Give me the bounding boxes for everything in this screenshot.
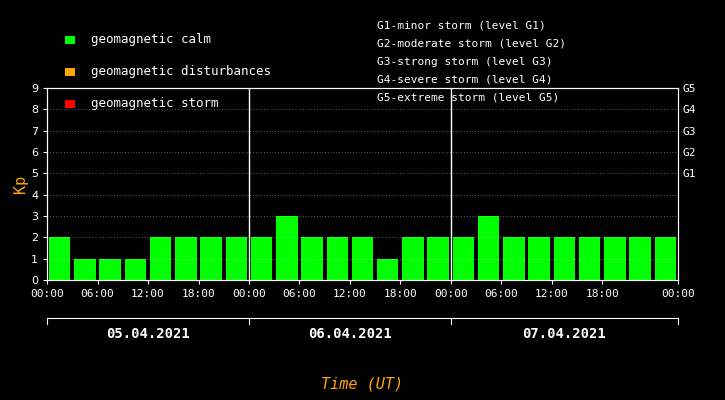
- Bar: [428, 237, 449, 280]
- Bar: [225, 237, 247, 280]
- Bar: [452, 237, 474, 280]
- Bar: [579, 237, 600, 280]
- Bar: [529, 237, 550, 280]
- Bar: [629, 237, 651, 280]
- Bar: [554, 237, 575, 280]
- Text: geomagnetic disturbances: geomagnetic disturbances: [91, 66, 270, 78]
- Bar: [377, 259, 399, 280]
- Bar: [200, 237, 222, 280]
- Text: G5-extreme storm (level G5): G5-extreme storm (level G5): [377, 93, 559, 103]
- Text: 05.04.2021: 05.04.2021: [106, 327, 190, 341]
- Y-axis label: Kp: Kp: [13, 175, 28, 193]
- Text: G3-strong storm (level G3): G3-strong storm (level G3): [377, 57, 552, 67]
- Bar: [251, 237, 273, 280]
- Bar: [49, 237, 70, 280]
- Text: G4-severe storm (level G4): G4-severe storm (level G4): [377, 75, 552, 85]
- Bar: [655, 237, 676, 280]
- Bar: [352, 237, 373, 280]
- Text: 06.04.2021: 06.04.2021: [308, 327, 392, 341]
- Bar: [604, 237, 626, 280]
- Bar: [302, 237, 323, 280]
- Bar: [326, 237, 348, 280]
- Bar: [99, 259, 121, 280]
- Bar: [175, 237, 196, 280]
- Text: geomagnetic calm: geomagnetic calm: [91, 34, 211, 46]
- Bar: [150, 237, 171, 280]
- Bar: [402, 237, 423, 280]
- Bar: [74, 259, 96, 280]
- Text: G1-minor storm (level G1): G1-minor storm (level G1): [377, 21, 546, 31]
- Bar: [125, 259, 146, 280]
- Bar: [503, 237, 525, 280]
- Bar: [276, 216, 297, 280]
- Bar: [478, 216, 500, 280]
- Text: 07.04.2021: 07.04.2021: [523, 327, 606, 341]
- Text: geomagnetic storm: geomagnetic storm: [91, 98, 218, 110]
- Text: Time (UT): Time (UT): [321, 376, 404, 392]
- Text: G2-moderate storm (level G2): G2-moderate storm (level G2): [377, 39, 566, 49]
